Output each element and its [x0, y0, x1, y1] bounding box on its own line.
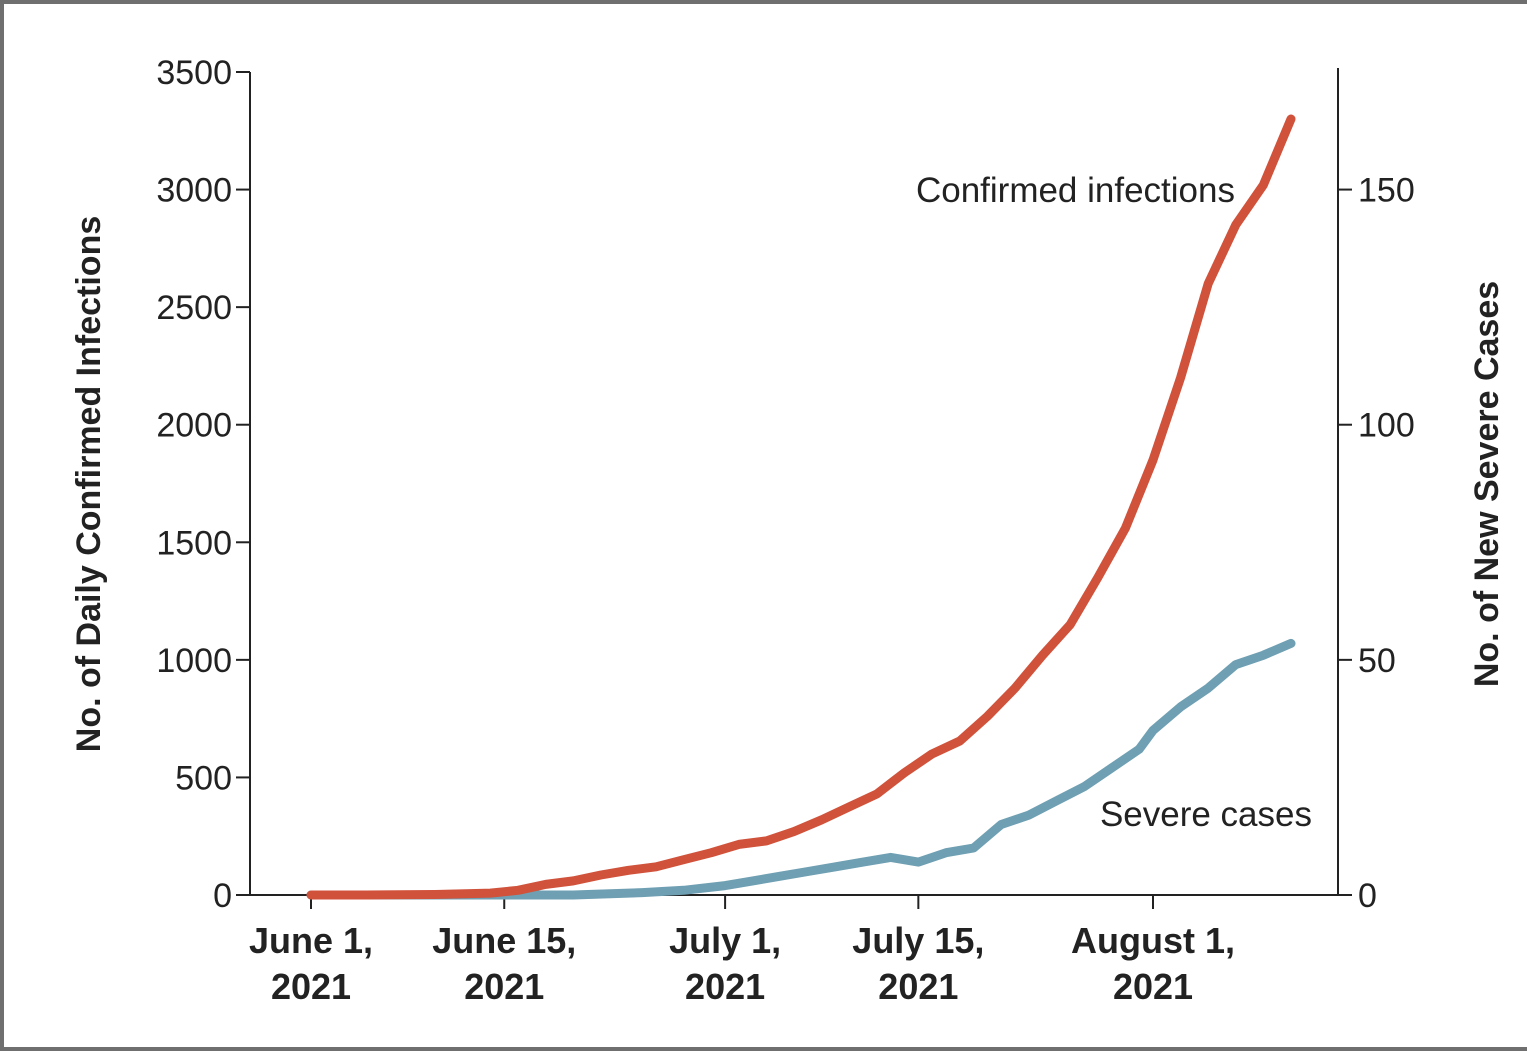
x-tick-label-line1: July 15, — [852, 920, 984, 961]
left-tick-label: 3000 — [156, 172, 232, 210]
annotation-layer: Confirmed infections Severe cases — [916, 171, 1312, 834]
right-tick-label: 150 — [1358, 172, 1415, 210]
left-tick-label: 0 — [213, 877, 232, 915]
left-tick-label: 3500 — [156, 54, 232, 92]
left-tick-label: 2000 — [156, 407, 232, 445]
x-tick-label-line2: 2021 — [1113, 966, 1193, 1007]
x-tick-label-line2: 2021 — [685, 966, 765, 1007]
right-y-axis: 0 50 100 150 — [1337, 68, 1415, 915]
x-tick-label-line1: August 1, — [1071, 920, 1235, 961]
right-tick-label: 50 — [1358, 642, 1396, 680]
left-tick-label: 2500 — [156, 289, 232, 327]
x-tick-label-line2: 2021 — [878, 966, 958, 1007]
x-tick-label-line1: June 1, — [249, 920, 373, 961]
series-line-confirmed-infections — [306, 114, 1296, 900]
series-layer — [306, 114, 1296, 900]
left-y-axis-title: No. of Daily Confirmed Infections — [70, 216, 108, 752]
x-tick-label-line1: June 15, — [432, 920, 576, 961]
x-tick-label-line1: July 1, — [669, 920, 781, 961]
annotation-severe-cases: Severe cases — [1100, 795, 1312, 834]
series-line-severe-cases — [306, 638, 1296, 900]
left-tick-label: 1000 — [156, 642, 232, 680]
x-axis: June 1, 2021 June 15, 2021 July 1, 2021 July 1… — [249, 894, 1338, 1007]
right-y-axis-title: No. of New Severe Cases — [1468, 281, 1506, 687]
left-y-axis: 0 500 1000 1500 2000 2500 3000 3500 — [156, 54, 251, 915]
x-tick-label-line2: 2021 — [464, 966, 544, 1007]
annotation-confirmed-infections: Confirmed infections — [916, 171, 1235, 210]
left-tick-label: 500 — [175, 759, 232, 797]
left-tick-label: 1500 — [156, 524, 232, 562]
right-tick-label: 0 — [1358, 877, 1377, 915]
right-tick-label: 100 — [1358, 407, 1415, 445]
x-tick-label-line2: 2021 — [271, 966, 351, 1007]
